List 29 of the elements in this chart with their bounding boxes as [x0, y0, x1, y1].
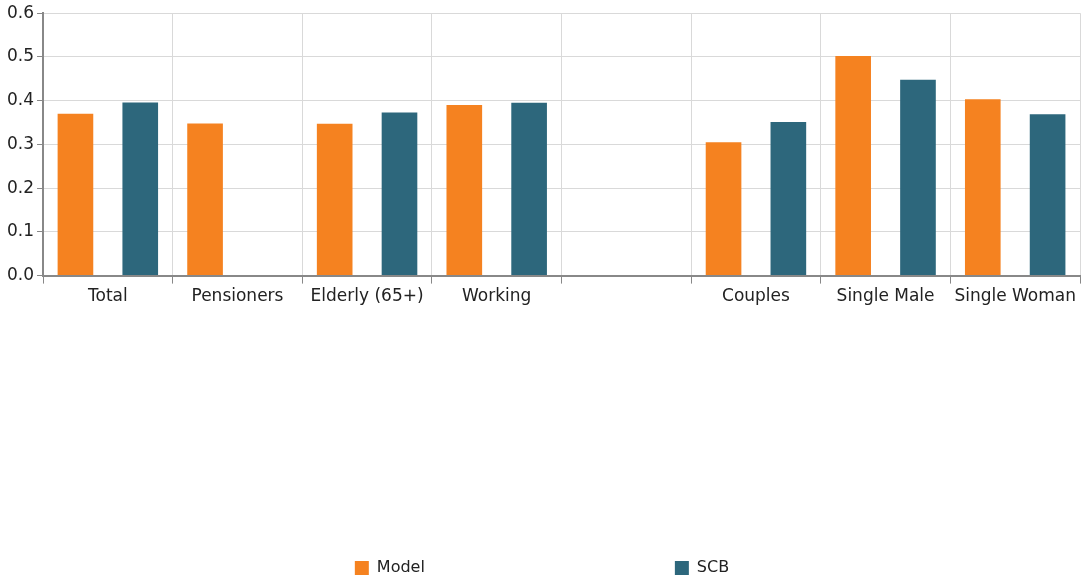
bar: [900, 79, 936, 276]
bar: [446, 105, 483, 276]
y-tick-label: 0.0: [6, 264, 35, 285]
y-tick-label: 0.3: [6, 132, 35, 153]
y-tick-label: 0.4: [6, 89, 35, 110]
bar: [705, 142, 742, 276]
bar: [57, 113, 94, 276]
legend-label: SCB: [696, 557, 730, 577]
legend-label: Model: [376, 557, 425, 577]
x-tick-label: Pensioners: [191, 285, 284, 306]
bar: [1029, 114, 1066, 276]
y-tick-label: 0.5: [6, 45, 35, 66]
x-tick-label: Working: [462, 285, 532, 306]
y-tick-label: 0.6: [6, 1, 35, 22]
bar: [511, 102, 547, 276]
bar: [770, 122, 807, 276]
x-tick-label: Single Male: [836, 285, 935, 306]
y-tick-label: 0.1: [6, 220, 35, 241]
bar: [835, 56, 871, 276]
x-tick-label: Couples: [722, 285, 791, 306]
x-tick-label: Elderly (65+): [310, 285, 424, 306]
bar: [381, 112, 418, 276]
x-tick-label: Single Woman: [954, 285, 1077, 306]
bar: [316, 123, 353, 276]
y-tick-label: 0.2: [6, 176, 35, 197]
bar: [964, 99, 1001, 276]
x-tick-label: Total: [86, 285, 128, 306]
bar: [122, 102, 159, 276]
bar: [187, 123, 223, 276]
